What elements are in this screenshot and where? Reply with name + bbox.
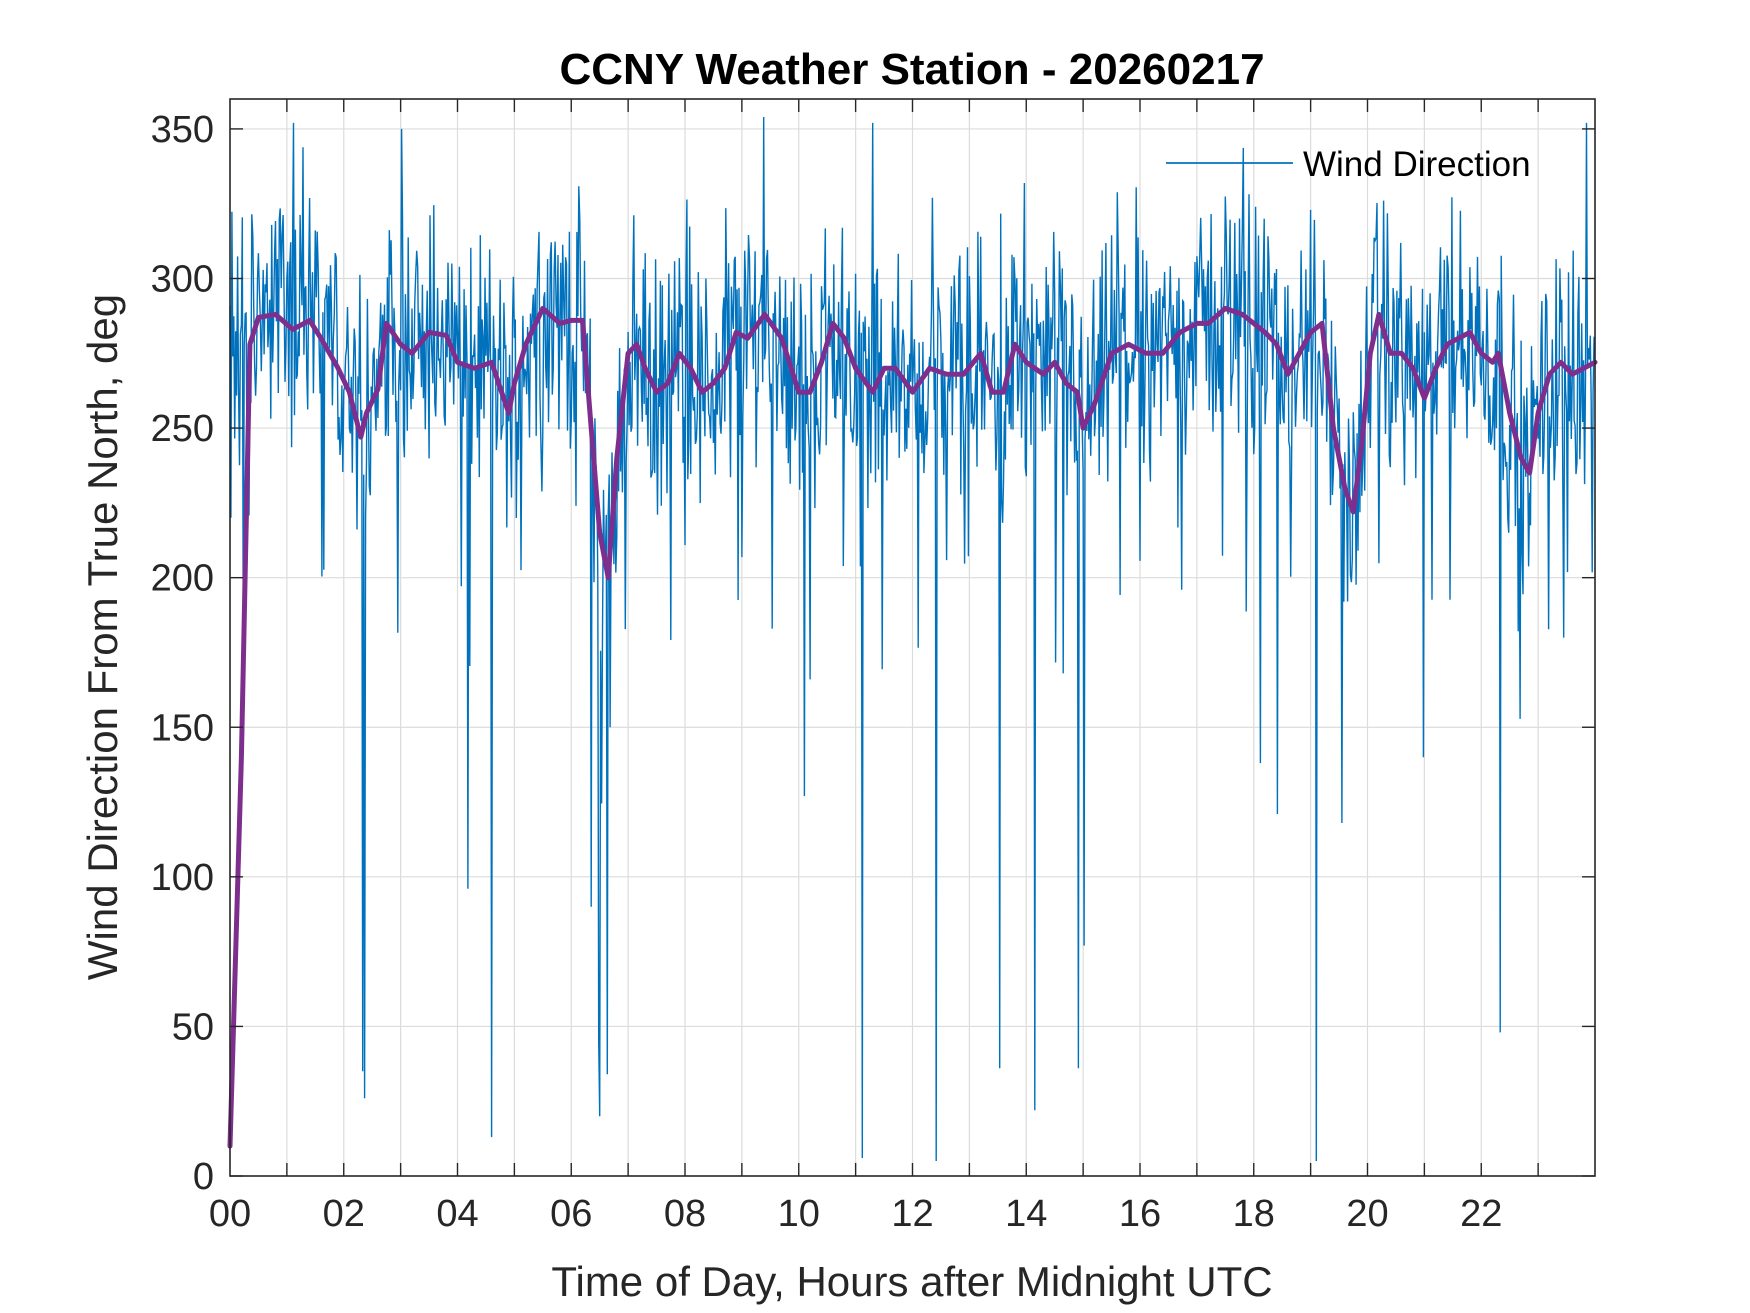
- smoothed-line: [227, 305, 1598, 1149]
- x-tick-label: 02: [323, 1193, 365, 1235]
- x-tick-label: 16: [1119, 1193, 1161, 1235]
- wind-direction-line: [229, 116, 1595, 1162]
- chart-title: CCNY Weather Station - 20260217: [559, 45, 1264, 94]
- x-axis-label: Time of Day, Hours after Midnight UTC: [551, 1258, 1272, 1305]
- smoothed-series: [227, 305, 1598, 1149]
- x-tick-label: 14: [1005, 1193, 1047, 1235]
- legend-label-wind-direction: Wind Direction: [1303, 145, 1531, 184]
- y-tick-label: 300: [151, 259, 214, 301]
- x-tick-label: 12: [891, 1193, 933, 1235]
- y-tick-label: 350: [151, 109, 214, 151]
- y-tick-label: 150: [151, 707, 214, 749]
- y-tick-label: 100: [151, 857, 214, 899]
- x-tick-label: 22: [1460, 1193, 1502, 1235]
- x-tick-label: 18: [1233, 1193, 1275, 1235]
- legend: Wind Direction: [1166, 145, 1531, 184]
- y-tick-label: 200: [151, 558, 214, 600]
- y-tick-label: 50: [172, 1006, 214, 1048]
- y-axis-label: Wind Direction From True North, deg: [79, 294, 126, 980]
- wind-direction-series: [229, 116, 1595, 1162]
- x-tick-label: 08: [664, 1193, 706, 1235]
- x-tick-label: 06: [550, 1193, 592, 1235]
- y-tick-label: 250: [151, 408, 214, 450]
- x-tick-label: 00: [209, 1193, 251, 1235]
- x-tick-label: 04: [436, 1193, 478, 1235]
- x-tick-label: 20: [1346, 1193, 1388, 1235]
- y-tick-label: 0: [193, 1156, 214, 1198]
- axis-ticks: 0 50 100 150 200 250 300 350 00 02 04 06 08 10 12 14 16 1…: [151, 99, 1595, 1235]
- grid-lines: [230, 99, 1595, 1176]
- x-tick-label: 10: [778, 1193, 820, 1235]
